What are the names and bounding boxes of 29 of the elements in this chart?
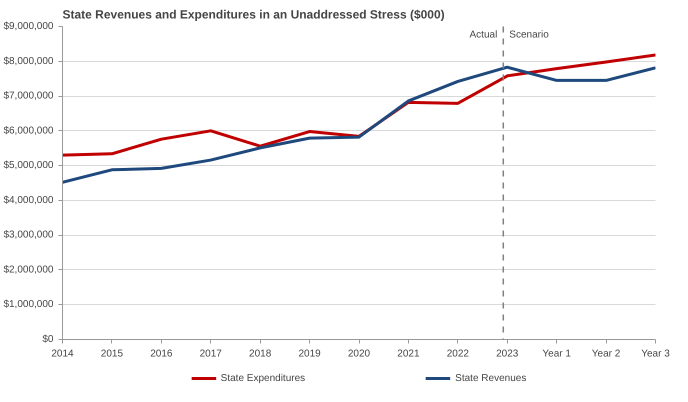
x-tick-label: 2018 — [249, 348, 272, 360]
annotation: Scenario — [509, 30, 550, 40]
x-tick-label: Year 1 — [542, 348, 572, 360]
y-tick-label: $7,000,000 — [3, 90, 54, 102]
x-tick-label: Year 3 — [641, 348, 670, 360]
y-tick-label: $9,000,000 — [3, 21, 54, 32]
legend-label: State Revenues — [455, 372, 526, 384]
y-tick-label: $8,000,000 — [3, 56, 54, 67]
y-tick-label: $1,000,000 — [3, 299, 54, 310]
x-tick-label: 2019 — [298, 348, 322, 360]
y-tick-label: $6,000,000 — [3, 125, 54, 136]
x-tick-label: 2017 — [200, 348, 222, 360]
y-tick-label: $5,000,000 — [3, 160, 54, 172]
y-tick-label: $3,000,000 — [3, 230, 54, 241]
y-tick-label: $0 — [42, 334, 54, 345]
x-tick-label: 2021 — [397, 348, 420, 360]
x-tick-label: 2016 — [150, 348, 173, 360]
chart-title: State Revenues and Expenditures in an Unaddressed Stress ($000) — [62, 8, 445, 22]
x-tick-label: 2023 — [496, 348, 519, 360]
x-tick-label: 2022 — [446, 348, 470, 360]
y-tick-label: $4,000,000 — [3, 194, 54, 206]
x-tick-label: 2015 — [100, 348, 124, 360]
annotation: Actual — [470, 30, 498, 40]
y-tick-label: $2,000,000 — [3, 264, 54, 276]
x-tick-label: 2020 — [348, 348, 371, 360]
x-tick-label: 2014 — [51, 348, 74, 360]
x-tick-label: Year 2 — [592, 348, 621, 360]
legend-label: State Expenditures — [220, 372, 306, 384]
line-series — [62, 66, 656, 184]
